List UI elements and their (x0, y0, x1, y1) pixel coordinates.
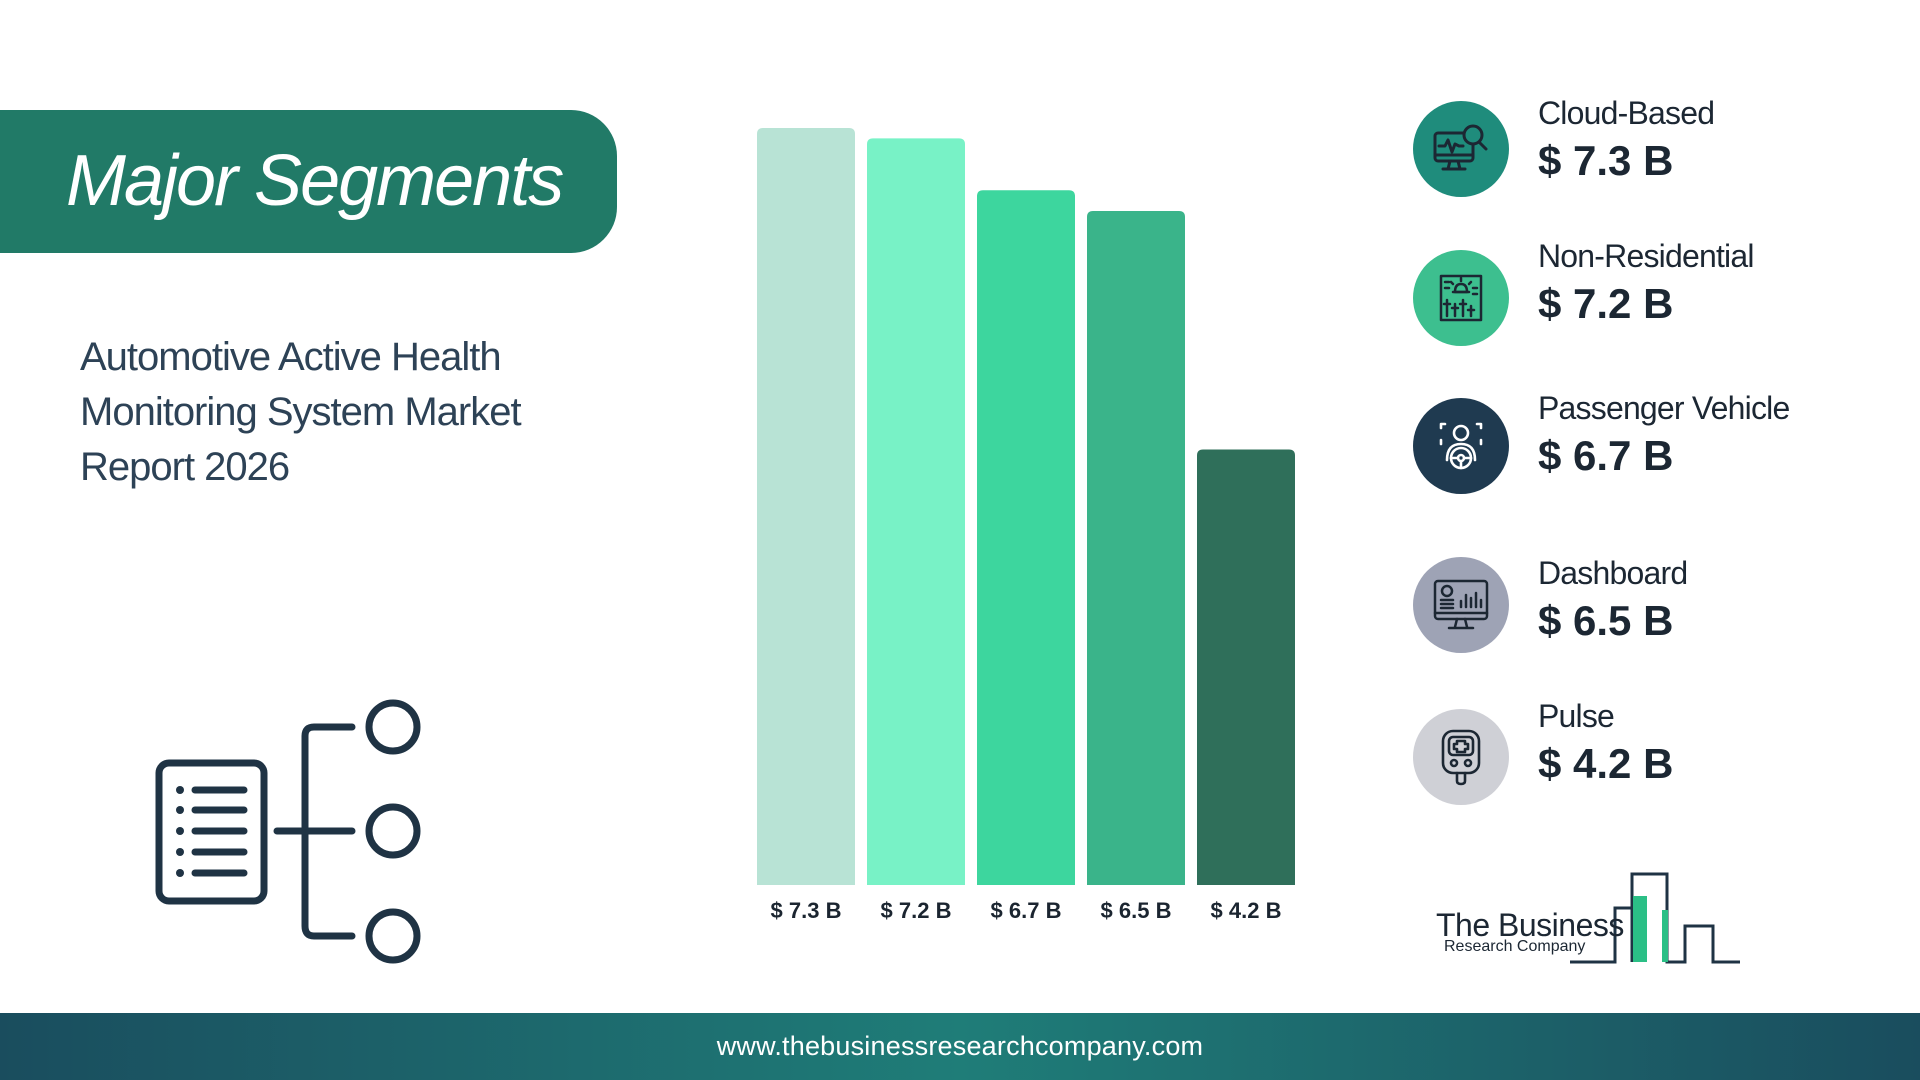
segment-name: Non-Residential (1538, 238, 1754, 274)
logo-line-2: Research Company (1444, 938, 1586, 955)
segments-tree-icon (155, 699, 421, 964)
segment-name: Cloud-Based (1538, 95, 1715, 131)
segment-name: Passenger Vehicle (1538, 390, 1790, 426)
bar-non-residential (867, 138, 965, 885)
segment-value: $ 7.3 B (1538, 137, 1674, 184)
bar-value-label: $ 6.5 B (1101, 898, 1172, 923)
segment-item-passenger-vehicle: Passenger Vehicle $ 6.7 B (1410, 390, 1890, 500)
bar-passenger-vehicle (977, 190, 1075, 885)
bar-value-label: $ 7.2 B (881, 898, 952, 923)
segment-value: $ 6.5 B (1538, 597, 1674, 644)
segments-bar-chart: $ 7.3 B $ 7.2 B $ 6.7 B $ 6.5 B $ 4.2 B (757, 128, 1295, 923)
bar-value-label: $ 4.2 B (1211, 898, 1282, 923)
segment-item-pulse: Pulse $ 4.2 B (1410, 698, 1890, 808)
building-alarm-icon (1413, 250, 1509, 346)
report-title: Automotive Active Health Monitoring Syst… (80, 330, 600, 495)
bar-pulse (1197, 449, 1295, 885)
company-logo: The Business Research Company (1430, 870, 1750, 970)
segment-item-cloud-based: Cloud-Based $ 7.3 B (1410, 95, 1890, 205)
report-title-line-2: Monitoring System Market (80, 390, 522, 434)
monitor-dashboard-icon (1413, 557, 1509, 653)
monitor-search-icon (1413, 101, 1509, 197)
report-title-line-3: Report 2026 (80, 445, 290, 489)
segment-value: $ 4.2 B (1538, 740, 1674, 787)
segment-item-non-residential: Non-Residential $ 7.2 B (1410, 238, 1890, 348)
website-link[interactable]: www.thebusinessresearchcompany.com (716, 1031, 1204, 1061)
title-banner: Major Segments (0, 110, 617, 253)
driver-steering-icon (1413, 398, 1509, 494)
logo-line-1: The Business (1436, 907, 1624, 943)
bar-dashboard (1087, 210, 1185, 886)
segment-value: $ 7.2 B (1538, 280, 1674, 327)
report-title-line-1: Automotive Active Health (80, 335, 502, 379)
segment-name: Dashboard (1538, 555, 1688, 591)
bar-value-label: $ 6.7 B (991, 898, 1062, 923)
bar-value-label: $ 7.3 B (771, 898, 842, 923)
footer-bar: www.thebusinessresearchcompany.com (0, 1013, 1920, 1080)
pulse-device-icon (1413, 709, 1509, 805)
bar-cloud-based (757, 128, 855, 885)
segment-item-dashboard: Dashboard $ 6.5 B (1410, 555, 1890, 665)
page-title: Major Segments (66, 141, 564, 221)
segment-legend: Cloud-Based $ 7.3 B Non-Residential $ 7.… (1410, 0, 1890, 900)
segment-value: $ 6.7 B (1538, 432, 1674, 479)
segment-name: Pulse (1538, 698, 1615, 734)
